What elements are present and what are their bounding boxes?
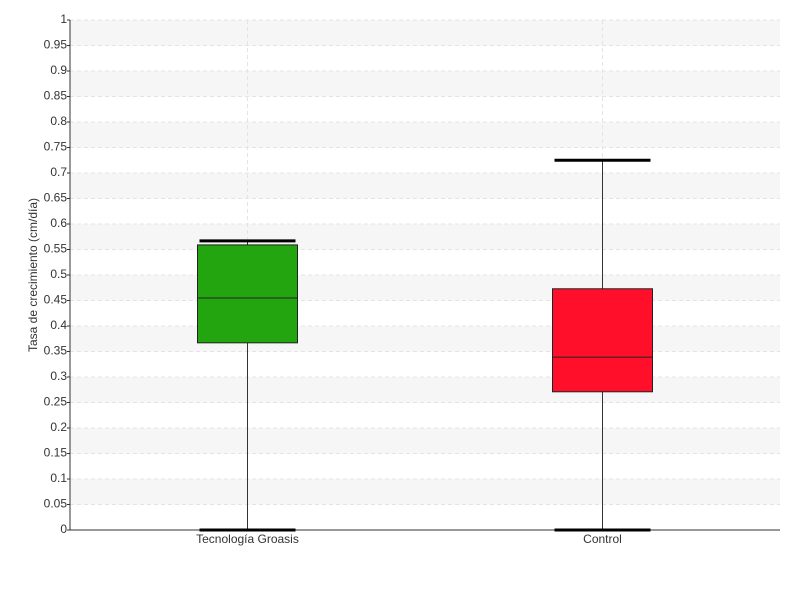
grid-band (70, 377, 780, 403)
grid-band (70, 122, 780, 148)
y-tick-label: 0.15 (44, 446, 68, 460)
grid-band (70, 173, 780, 199)
y-tick-label: 0.5 (50, 267, 67, 281)
grid-band (70, 20, 780, 46)
y-tick-label: 1 (60, 12, 67, 26)
y-tick-label: 0.8 (50, 114, 67, 128)
y-tick-label: 0.55 (44, 242, 68, 256)
y-tick-label: 0.95 (44, 38, 68, 52)
y-tick-label: 0.4 (50, 318, 67, 332)
y-tick-label: 0.2 (50, 420, 67, 434)
y-tick-label: 0.85 (44, 89, 68, 103)
y-tick-label: 0 (60, 522, 67, 536)
box (552, 288, 653, 393)
y-axis-label: Tasa de crecimiento (cm/día) (26, 198, 40, 352)
y-tick-label: 0.9 (50, 63, 67, 77)
y-tick-label: 0.7 (50, 165, 67, 179)
x-tick-label: Control (583, 532, 622, 546)
x-tick-label: Tecnología Groasis (196, 532, 299, 546)
grid-band (70, 224, 780, 250)
y-tick-label: 0.25 (44, 395, 68, 409)
y-tick-label: 0.1 (50, 471, 67, 485)
grid-band (70, 326, 780, 352)
y-tick-label: 0.45 (44, 293, 68, 307)
y-tick-label: 0.75 (44, 140, 68, 154)
box (197, 244, 298, 344)
grid-band (70, 428, 780, 454)
y-tick-label: 0.65 (44, 191, 68, 205)
y-tick-label: 0.6 (50, 216, 67, 230)
grid-band (70, 479, 780, 505)
y-tick-label: 0.3 (50, 369, 67, 383)
grid-band (70, 71, 780, 97)
grid-band (70, 275, 780, 301)
y-tick-label: 0.05 (44, 497, 68, 511)
y-tick-label: 0.35 (44, 344, 68, 358)
